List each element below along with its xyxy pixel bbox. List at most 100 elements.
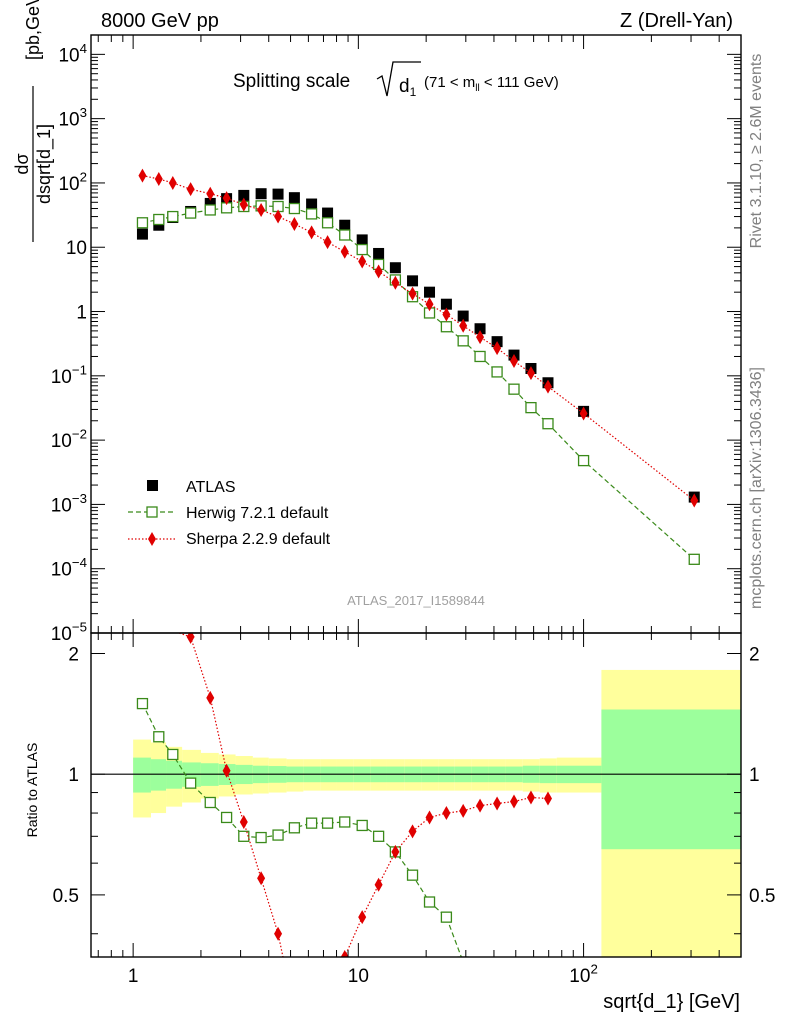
main-axes-frame [90, 34, 742, 634]
data-point-herwig [688, 553, 700, 565]
ratio-y-tick-label-left: 0.5 [53, 886, 79, 907]
data-point-herwig [288, 202, 301, 215]
ratio-point-sherpa [391, 844, 400, 859]
data-point-herwig [440, 321, 453, 333]
data-point-sherpa [493, 341, 502, 356]
data-point-herwig [153, 213, 165, 226]
ratio-point-sherpa [425, 810, 434, 825]
ratio-point-herwig [204, 796, 216, 809]
ratio-point-sherpa [257, 871, 266, 886]
x-axis-label: sqrt{d_1} [GeV] [603, 991, 740, 1013]
data-point-herwig [321, 217, 334, 229]
ratio-y-axis-label: Ratio to ATLAS [24, 743, 40, 838]
sqrt-sign-icon [376, 61, 421, 97]
x-tick-label: 1 [128, 966, 139, 987]
y-tick-label: 102 [58, 169, 87, 195]
ratio-plot-frame [90, 632, 742, 958]
ratio-point-sherpa [274, 926, 283, 941]
data-point-herwig [356, 243, 368, 256]
data-point-atlas [339, 219, 351, 231]
data-point-sherpa [168, 175, 177, 190]
data-point-sherpa [340, 244, 349, 259]
data-point-herwig [491, 366, 503, 378]
ratio-point-herwig [423, 896, 436, 908]
ratio-point-herwig [288, 822, 301, 834]
ratio-point-herwig [272, 829, 284, 841]
data-point-sherpa [579, 406, 588, 421]
data-point-atlas [424, 286, 436, 298]
ratio-point-sherpa [510, 794, 519, 809]
data-point-sherpa [526, 366, 535, 381]
data-point-herwig [204, 204, 216, 216]
ratio-uncertainty-bands [91, 669, 741, 957]
data-point-atlas [306, 198, 318, 210]
legend-marker-sherpa [148, 532, 156, 546]
ratio-point-sherpa [526, 790, 535, 805]
data-point-herwig [508, 383, 520, 395]
ratio-point-herwig [136, 697, 149, 710]
data-point-sherpa [459, 318, 468, 333]
data-point-sherpa [290, 216, 299, 231]
data-point-herwig [339, 229, 351, 241]
data-point-sherpa [374, 264, 383, 279]
ratio-y-tick-labels: 0.5 0.5 1 1 2 2 [53, 645, 776, 907]
ratio-series-group [136, 633, 552, 957]
analysis-id-label: ATLAS_2017_I1589844 [347, 593, 485, 608]
ratio-y-tick-label-left: 1 [68, 765, 79, 786]
legend-marker-atlas [147, 480, 158, 491]
title-main: Splitting scale [233, 71, 350, 92]
legend-label-sherpa: Sherpa 2.2.9 default [186, 531, 331, 548]
legend: ATLAS Herwig 7.2.1 default Sherpa 2.2.9 … [128, 479, 331, 548]
data-point-herwig [474, 350, 486, 363]
uncertainty-band-inner [601, 709, 741, 850]
plot-title: Splitting scale d1 (71 < mll < 111 GeV) [233, 61, 559, 99]
ratio-point-herwig [356, 819, 368, 832]
y-tick-label: 10 [66, 238, 87, 259]
ratio-point-sherpa [493, 796, 502, 811]
rivet-label: Rivet 3.1.10, ≥ 2.6M events [748, 54, 765, 249]
data-point-atlas [440, 298, 452, 310]
title-var: d [399, 76, 410, 97]
title-var-sub: 1 [410, 85, 417, 99]
data-point-atlas [389, 262, 401, 274]
data-point-sherpa [257, 202, 266, 217]
ylabel-denominator: dsqrt[d_1] [34, 124, 55, 204]
data-point-sherpa [476, 330, 485, 345]
ratio-point-sherpa [459, 803, 468, 818]
data-point-sherpa [154, 172, 163, 187]
data-point-herwig [577, 454, 590, 467]
y-tick-label: 10−4 [51, 555, 87, 581]
ratio-point-herwig [220, 811, 233, 824]
main-series-group [136, 168, 700, 565]
ratio-point-sherpa [239, 814, 248, 829]
ratio-point-sherpa [543, 791, 552, 806]
y-tick-label: 10−3 [51, 491, 87, 517]
title-cut-sub: ll [475, 83, 479, 94]
header-right: Z (Drell-Yan) [620, 10, 733, 32]
data-point-herwig [525, 401, 537, 414]
ratio-y-tick-label-right: 2 [749, 645, 760, 666]
ratio-point-herwig [305, 817, 318, 829]
ratio-y-tick-label-right: 1 [749, 765, 760, 786]
data-point-atlas [474, 323, 486, 335]
data-point-sherpa [391, 275, 400, 290]
title-cut-post: < 111 GeV) [480, 74, 559, 91]
data-point-herwig [305, 208, 318, 220]
ratio-point-herwig [321, 817, 334, 829]
title-cut-pre: (71 < m [424, 74, 475, 91]
data-point-sherpa [323, 235, 332, 250]
data-point-atlas [457, 310, 469, 322]
data-point-atlas [322, 207, 334, 219]
data-point-atlas [373, 247, 385, 259]
data-point-sherpa [442, 307, 451, 322]
data-point-atlas [153, 219, 165, 231]
data-point-herwig [184, 207, 197, 219]
data-point-sherpa [510, 354, 519, 369]
data-point-sherpa [206, 186, 215, 201]
ratio-point-herwig [255, 831, 267, 844]
uncertainty-band-inner [133, 757, 151, 793]
data-point-herwig [136, 217, 149, 229]
data-point-sherpa [239, 197, 248, 212]
ratio-point-sherpa [374, 877, 383, 892]
